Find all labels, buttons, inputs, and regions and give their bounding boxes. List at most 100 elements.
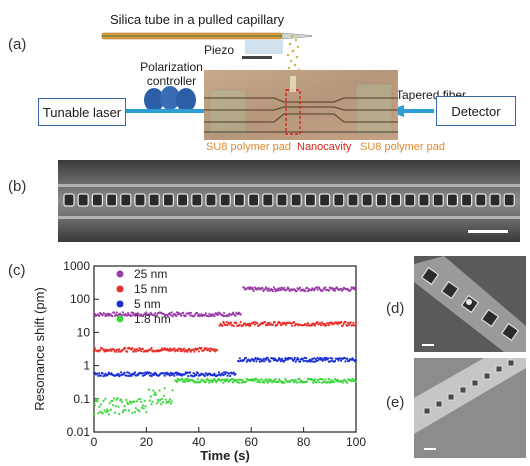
data-point	[283, 286, 286, 289]
data-point	[92, 350, 96, 353]
data-point	[125, 398, 128, 401]
data-point	[299, 381, 302, 384]
data-point	[106, 373, 110, 376]
data-point	[92, 413, 96, 416]
data-point	[140, 400, 143, 403]
data-point	[302, 359, 305, 363]
data-point	[170, 373, 173, 377]
data-point	[268, 380, 271, 383]
data-point	[323, 322, 326, 326]
data-point	[263, 360, 266, 363]
data-point	[97, 313, 100, 316]
data-point	[331, 287, 334, 290]
data-point	[205, 347, 208, 350]
data-point	[140, 372, 144, 375]
data-point	[184, 377, 187, 380]
data-point	[237, 381, 241, 384]
data-point	[207, 315, 210, 318]
data-point	[232, 324, 235, 327]
waveguide-hole	[432, 193, 444, 207]
panel-a-label: (a)	[8, 36, 27, 53]
data-point	[315, 286, 318, 289]
data-point	[218, 324, 221, 327]
data-point	[354, 380, 358, 383]
data-point	[154, 393, 158, 396]
data-point	[340, 320, 343, 324]
data-point	[239, 320, 242, 323]
data-point	[196, 378, 199, 381]
data-point	[223, 311, 226, 314]
data-point	[320, 381, 323, 384]
data-point	[213, 315, 216, 318]
x-tick-label: 40	[192, 435, 206, 449]
data-point	[208, 347, 211, 350]
data-point	[119, 374, 122, 377]
data-point	[330, 359, 333, 362]
data-point	[161, 397, 164, 400]
data-point	[139, 348, 142, 351]
data-point	[259, 358, 262, 361]
data-point	[116, 397, 119, 400]
data-point	[122, 409, 125, 412]
waveguide-hole	[191, 193, 203, 207]
data-point	[273, 321, 276, 324]
y-axis-label: Resonance shift (pm)	[32, 287, 47, 411]
data-point	[271, 357, 275, 360]
data-point	[212, 313, 215, 316]
data-point	[185, 379, 188, 382]
data-point	[182, 379, 186, 382]
data-point	[273, 380, 276, 383]
data-point	[102, 399, 105, 402]
x-tick-label: 60	[245, 435, 259, 449]
data-point	[107, 314, 110, 317]
data-point	[312, 381, 315, 384]
data-point	[120, 400, 123, 404]
data-point	[232, 378, 235, 381]
data-point	[278, 321, 282, 324]
data-point	[154, 312, 157, 315]
data-point	[160, 403, 163, 406]
data-point	[265, 287, 268, 290]
data-point	[318, 286, 321, 290]
data-point	[124, 347, 127, 350]
data-point	[327, 380, 330, 383]
data-point	[169, 402, 172, 405]
data-point	[306, 380, 309, 383]
data-point	[229, 323, 232, 326]
data-point	[124, 409, 127, 412]
data-point	[271, 290, 275, 293]
tunable-laser-box: Tunable laser	[38, 98, 126, 126]
data-point	[336, 323, 339, 326]
data-point	[152, 389, 155, 392]
data-point	[223, 373, 227, 376]
data-point	[314, 358, 317, 361]
data-point	[104, 372, 107, 375]
data-point	[306, 286, 309, 289]
data-point	[294, 378, 297, 381]
data-point	[109, 408, 112, 411]
data-point	[213, 372, 216, 375]
waveguide-hole	[446, 193, 458, 207]
data-point	[189, 314, 192, 317]
data-point	[295, 289, 298, 293]
data-point	[111, 315, 114, 318]
data-point	[150, 403, 153, 406]
data-point	[327, 324, 330, 327]
data-point	[327, 357, 330, 360]
data-point	[141, 374, 144, 377]
data-point	[187, 375, 190, 378]
data-point	[340, 359, 343, 362]
data-point	[94, 399, 97, 403]
data-point	[299, 360, 302, 363]
data-point	[349, 288, 352, 291]
detector-box: Detector	[436, 96, 516, 126]
data-point	[340, 287, 343, 290]
panel-e-label: (e)	[386, 394, 405, 411]
data-point	[180, 347, 183, 350]
data-point	[308, 358, 311, 361]
legend-label: 25 nm	[134, 267, 167, 281]
data-point	[197, 350, 200, 353]
data-point	[168, 374, 172, 377]
data-point	[217, 371, 220, 374]
data-point	[123, 404, 126, 408]
